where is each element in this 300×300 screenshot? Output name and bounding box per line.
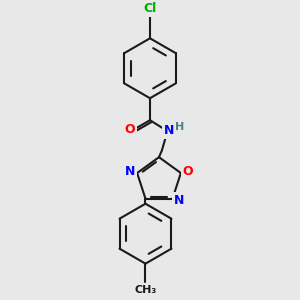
Text: N: N [125,164,135,178]
Text: N: N [164,124,174,137]
Text: H: H [175,122,184,132]
Text: O: O [124,123,135,136]
Text: CH₃: CH₃ [134,285,157,295]
Text: O: O [182,164,193,178]
Text: N: N [174,194,185,207]
Text: Cl: Cl [143,2,157,15]
